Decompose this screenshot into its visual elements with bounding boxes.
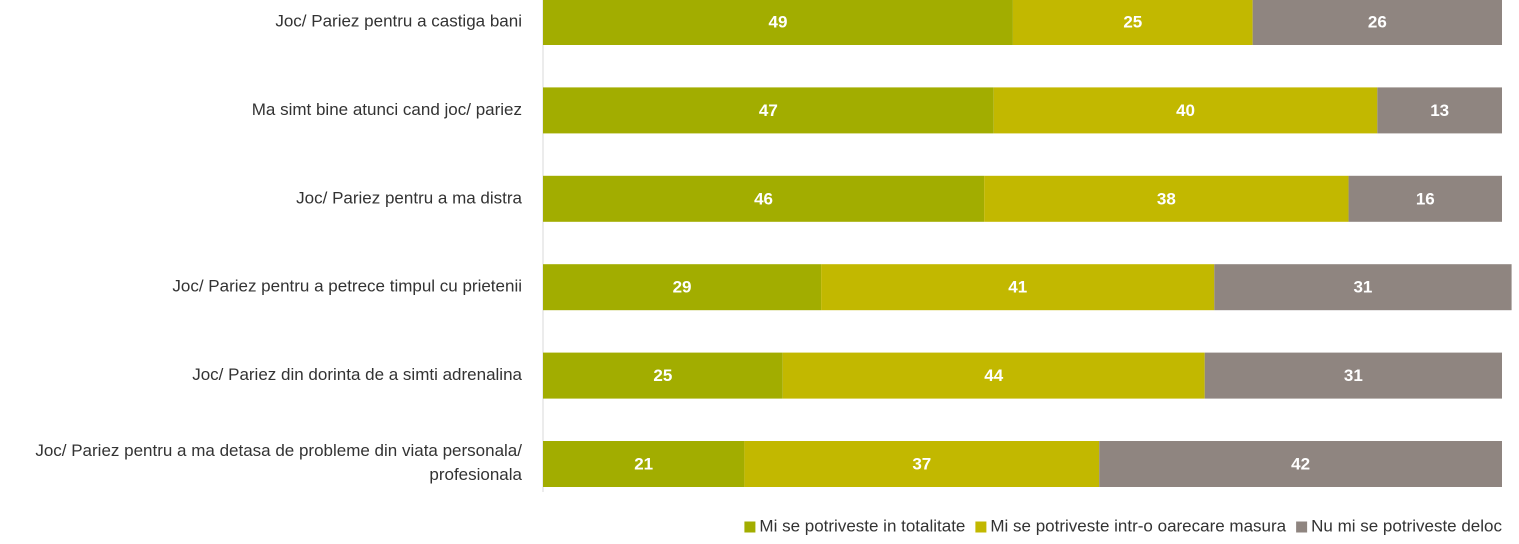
data-label: 41 [1008, 278, 1027, 297]
bar-segment [543, 0, 1013, 45]
bar-segment [543, 175, 985, 222]
data-label: 47 [759, 101, 778, 120]
category-line: Joc/ Pariez pentru a ma detasa de proble… [35, 441, 522, 460]
bar-segment [993, 87, 1378, 134]
bar-segment [782, 352, 1205, 399]
data-label: 29 [673, 278, 692, 297]
category-label: Joc/ Pariez pentru a ma distra [296, 188, 522, 207]
data-label: 25 [1123, 12, 1142, 31]
bar-segment [1012, 0, 1253, 45]
category-label: Ma simt bine atunci cand joc/ pariez [252, 100, 522, 119]
data-label: 16 [1416, 189, 1435, 208]
data-label: 49 [768, 12, 787, 31]
bar-segment [543, 87, 994, 134]
data-label: 31 [1344, 366, 1363, 385]
data-label: 42 [1291, 454, 1310, 473]
legend-label: Mi se potriveste intr-o oarecare masura [990, 516, 1286, 535]
bar-segment [1214, 264, 1512, 311]
bar-segment [1377, 87, 1502, 134]
data-label: 38 [1157, 189, 1176, 208]
data-label: 40 [1176, 101, 1195, 120]
bar-segment [1204, 352, 1502, 399]
legend-label: Mi se potriveste in totalitate [759, 516, 965, 535]
bar-segment [984, 175, 1349, 222]
bar-segment [1099, 441, 1502, 487]
data-label: 13 [1430, 101, 1449, 120]
category-label: Joc/ Pariez pentru a castiga bani [275, 11, 522, 30]
category-label: Joc/ Pariez pentru a ma detasa de proble… [35, 441, 522, 484]
category-label: Joc/ Pariez pentru a petrece timpul cu p… [172, 277, 522, 296]
bar-segment [543, 264, 822, 311]
bar-segment [543, 352, 783, 399]
legend-label: Nu mi se potriveste deloc [1311, 516, 1502, 535]
data-label: 21 [634, 454, 653, 473]
bar-segment [821, 264, 1215, 311]
data-label: 26 [1368, 12, 1387, 31]
legend-swatch [744, 521, 756, 533]
data-label: 25 [653, 366, 672, 385]
category-label: Joc/ Pariez din dorinta de a simti adren… [192, 365, 522, 384]
bar-segment [744, 441, 1100, 487]
bar-segment [1348, 175, 1502, 222]
category-line: profesionala [429, 465, 522, 484]
data-label: 46 [754, 189, 773, 208]
bar-segment [1252, 0, 1502, 45]
bar-segment [543, 441, 745, 487]
data-label: 44 [984, 366, 1003, 385]
data-label: 31 [1353, 278, 1372, 297]
legend-swatch [1296, 521, 1308, 533]
data-label: 37 [912, 454, 931, 473]
legend-swatch [975, 521, 987, 533]
